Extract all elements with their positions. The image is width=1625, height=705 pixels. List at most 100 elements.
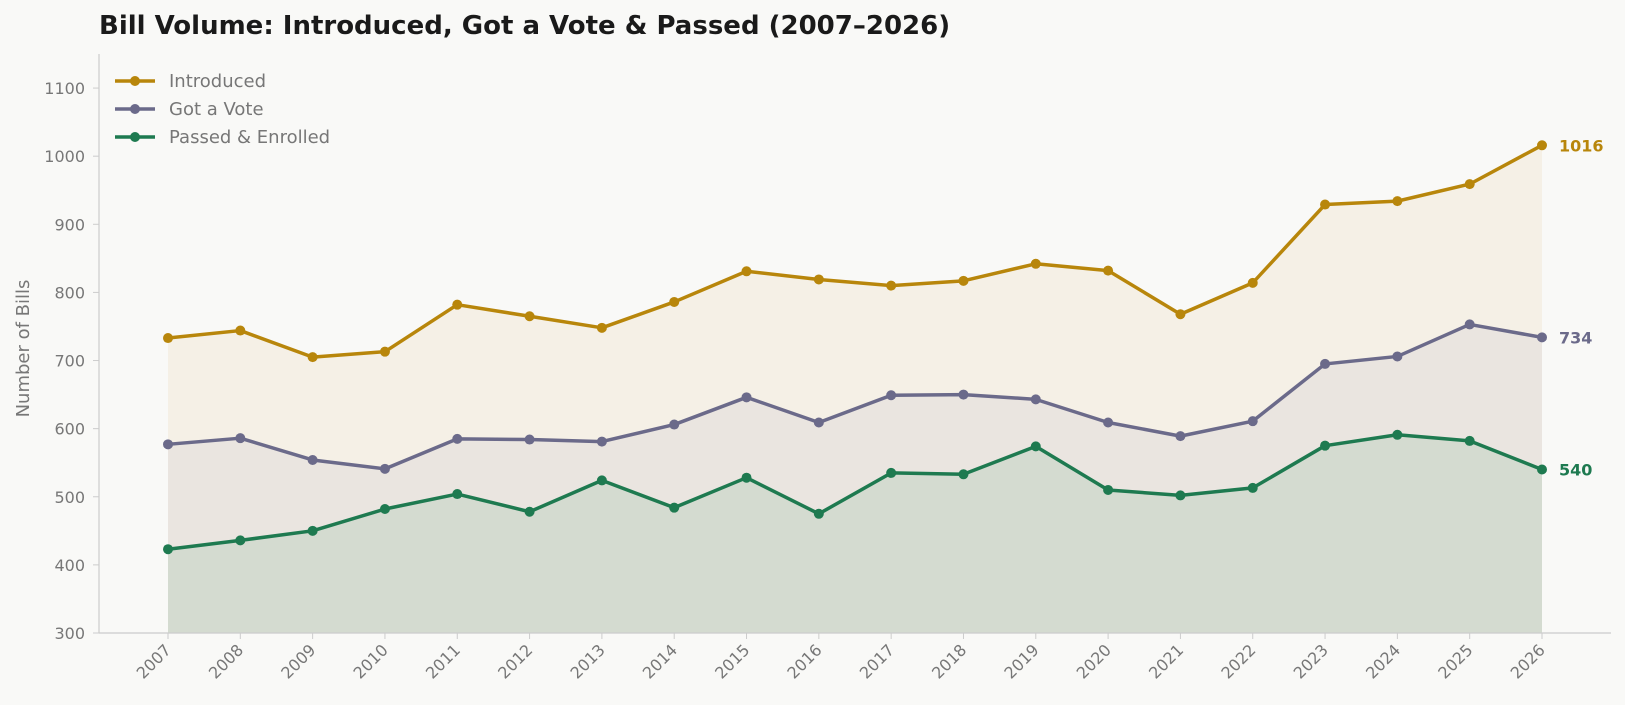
y-tick-label: 1100 xyxy=(44,79,85,98)
legend-label-got-a-vote: Got a Vote xyxy=(169,99,264,120)
point-got-a-vote-2008 xyxy=(235,433,246,444)
point-introduced-2017 xyxy=(886,280,897,291)
point-got-a-vote-2013 xyxy=(596,436,607,447)
point-introduced-2018 xyxy=(958,275,969,286)
area-fills xyxy=(168,145,1542,633)
point-got-a-vote-2011 xyxy=(452,433,463,444)
point-introduced-2009 xyxy=(307,352,318,363)
point-introduced-2023 xyxy=(1320,199,1331,210)
point-passed-enrolled-2017 xyxy=(886,467,897,478)
point-passed-enrolled-2013 xyxy=(596,475,607,486)
x-tick-label: 2007 xyxy=(133,640,175,682)
point-got-a-vote-2018 xyxy=(958,389,969,400)
x-tick-label: 2019 xyxy=(1000,640,1042,682)
point-introduced-2014 xyxy=(669,296,680,307)
x-tick-label: 2023 xyxy=(1290,640,1332,682)
point-got-a-vote-2021 xyxy=(1175,431,1186,442)
y-tick-label: 300 xyxy=(54,624,85,643)
end-label-got-a-vote: 734 xyxy=(1559,328,1592,347)
x-tick-label: 2026 xyxy=(1507,640,1549,682)
point-passed-enrolled-2012 xyxy=(524,506,535,517)
point-passed-enrolled-2023 xyxy=(1320,440,1331,451)
x-tick-label: 2017 xyxy=(856,640,898,682)
point-got-a-vote-2023 xyxy=(1320,358,1331,369)
y-tick-label: 600 xyxy=(54,420,85,439)
point-introduced-2010 xyxy=(379,346,390,357)
point-got-a-vote-2025 xyxy=(1464,319,1475,330)
x-tick-label: 2015 xyxy=(711,640,753,682)
point-passed-enrolled-2009 xyxy=(307,525,318,536)
point-passed-enrolled-2022 xyxy=(1247,482,1258,493)
axes: 300 400 500 600 700 800 900 1000 1100 2007 2008 200… xyxy=(44,54,1611,683)
x-tick-label: 2014 xyxy=(639,640,681,682)
point-got-a-vote-2015 xyxy=(741,392,752,403)
point-introduced-2025 xyxy=(1464,179,1475,190)
point-passed-enrolled-2019 xyxy=(1030,441,1041,452)
point-passed-enrolled-2025 xyxy=(1464,435,1475,446)
y-tick-label: 1000 xyxy=(44,147,85,166)
point-introduced-2011 xyxy=(452,299,463,310)
y-tick-label: 500 xyxy=(54,488,85,507)
y-tick-label: 800 xyxy=(54,283,85,302)
point-passed-enrolled-2024 xyxy=(1392,429,1403,440)
y-tick-label: 900 xyxy=(54,215,85,234)
point-got-a-vote-2010 xyxy=(379,463,390,474)
point-got-a-vote-2026 xyxy=(1537,332,1547,343)
point-got-a-vote-2024 xyxy=(1392,351,1403,362)
legend-label-introduced: Introduced xyxy=(169,71,266,92)
x-tick-label: 2018 xyxy=(928,640,970,682)
point-passed-enrolled-2026 xyxy=(1537,464,1547,475)
end-label-passed-enrolled: 540 xyxy=(1559,461,1592,480)
point-passed-enrolled-2018 xyxy=(958,469,969,480)
legend-label-passed-enrolled: Passed & Enrolled xyxy=(169,127,330,148)
point-passed-enrolled-2011 xyxy=(452,489,463,500)
x-tick-label: 2013 xyxy=(566,640,608,682)
x-tick-label: 2011 xyxy=(422,640,464,682)
end-label-introduced: 1016 xyxy=(1559,136,1604,155)
point-passed-enrolled-2010 xyxy=(379,504,390,515)
x-tick-label: 2008 xyxy=(205,640,247,682)
point-introduced-2016 xyxy=(813,274,824,285)
point-introduced-2015 xyxy=(741,266,752,277)
point-got-a-vote-2014 xyxy=(669,419,680,430)
end-labels: 1016 734 540 xyxy=(1559,136,1604,479)
legend: Introduced Got a Vote Passed & Enrolled xyxy=(115,71,330,148)
x-tick-label: 2022 xyxy=(1217,640,1259,682)
x-tick-label: 2010 xyxy=(350,640,392,682)
point-passed-enrolled-2020 xyxy=(1103,484,1114,495)
x-tick-label: 2020 xyxy=(1073,640,1115,682)
point-got-a-vote-2017 xyxy=(886,390,897,401)
legend-marker-got-a-vote xyxy=(130,104,140,114)
point-introduced-2013 xyxy=(596,322,607,333)
point-got-a-vote-2009 xyxy=(307,454,318,465)
point-got-a-vote-2007 xyxy=(163,439,173,450)
point-got-a-vote-2022 xyxy=(1247,416,1258,427)
legend-marker-introduced xyxy=(130,76,140,86)
line-got-a-vote xyxy=(166,322,1544,471)
x-tick-label: 2025 xyxy=(1434,640,1476,682)
series-points xyxy=(163,140,1547,555)
chart-title: Bill Volume: Introduced, Got a Vote & Pa… xyxy=(99,11,950,41)
line-introduced xyxy=(166,143,1544,359)
x-tick-label: 2021 xyxy=(1145,640,1187,682)
point-introduced-2007 xyxy=(163,333,173,344)
point-passed-enrolled-2014 xyxy=(669,502,680,513)
point-introduced-2020 xyxy=(1103,265,1114,276)
point-introduced-2008 xyxy=(235,325,246,336)
point-got-a-vote-2012 xyxy=(524,434,535,445)
point-got-a-vote-2016 xyxy=(813,417,824,428)
x-tick-label: 2024 xyxy=(1362,640,1404,682)
point-introduced-2021 xyxy=(1175,309,1186,320)
x-tick-label: 2012 xyxy=(494,640,536,682)
y-tick-label: 700 xyxy=(54,352,85,371)
point-passed-enrolled-2007 xyxy=(163,544,173,555)
line-passed-enrolled xyxy=(166,433,1544,551)
y-axis-label: Number of Bills xyxy=(13,280,34,418)
point-introduced-2026 xyxy=(1537,140,1547,151)
area-passed-enrolled xyxy=(168,434,1542,633)
point-introduced-2024 xyxy=(1392,196,1403,207)
x-tick-label: 2009 xyxy=(277,640,319,682)
point-introduced-2022 xyxy=(1247,277,1258,288)
point-got-a-vote-2019 xyxy=(1030,394,1041,405)
